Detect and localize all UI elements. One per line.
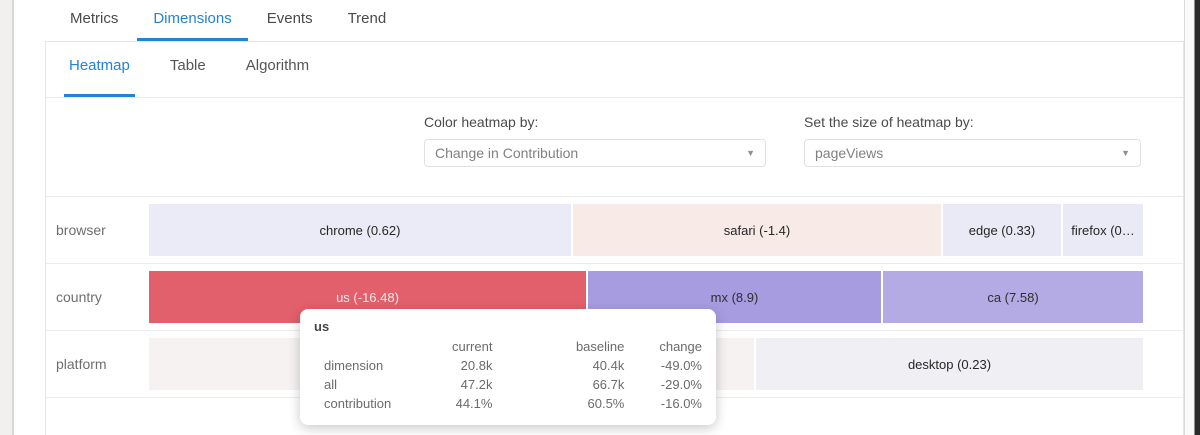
tooltip-cell: 47.2k [460, 377, 493, 392]
tooltip-cell: 44.1% [455, 396, 493, 411]
tooltip-column-header: baseline [575, 339, 625, 354]
tooltip-row: all 47.2k 66.7k -29.0% [314, 375, 702, 394]
tooltip-cell: -16.0% [660, 396, 702, 411]
scrollbar-track[interactable] [1184, 0, 1195, 435]
row-label: browser [56, 222, 106, 238]
tooltip-cell: 60.5% [587, 396, 625, 411]
tooltip-cell: -29.0% [660, 377, 702, 392]
tooltip-table: current baseline change dimension 20.8k 40.4k… [314, 337, 702, 413]
heatmap-cell[interactable]: desktop (0.23) [756, 338, 1143, 390]
color-by-control: Color heatmap by: Change in Contribution… [424, 114, 766, 167]
color-by-label: Color heatmap by: [424, 114, 539, 130]
tooltip-cell: contribution [324, 396, 392, 411]
color-by-value: Change in Contribution [435, 145, 579, 161]
chevron-down-icon: ▼ [1121, 148, 1130, 158]
heatmap-controls: Color heatmap by: Change in Contribution… [46, 98, 1183, 197]
tooltip-title: us [314, 319, 330, 334]
size-by-value: pageViews [815, 145, 884, 161]
chevron-down-icon: ▼ [746, 148, 755, 158]
sub-tab-bar: Heatmap Table Algorithm [46, 42, 1183, 98]
tooltip-column-header [314, 337, 419, 356]
main-tab-bar: Metrics Dimensions Events Trend [45, 0, 405, 41]
tooltip-cell: -49.0% [660, 358, 702, 373]
tab-dimensions[interactable]: Dimensions [137, 0, 248, 41]
subtab-heatmap[interactable]: Heatmap [64, 41, 135, 97]
size-by-select[interactable]: pageViews ▼ [804, 139, 1141, 167]
tooltip-column-header: current [452, 339, 493, 354]
tooltip-row: contribution 44.1% 60.5% -16.0% [314, 394, 702, 413]
heatmap-tooltip: us current baseline change dimension 20.8k 40… [300, 309, 716, 425]
heatmap-row-browser: browser chrome (0.62) safari (-1.4) edge (0… [46, 197, 1183, 264]
window-left-gutter [0, 0, 14, 435]
window-right-edge [1194, 0, 1200, 435]
tooltip-cell: dimension [324, 358, 384, 373]
row-label: country [56, 289, 102, 305]
heatmap-cell[interactable]: chrome (0.62) [149, 204, 571, 256]
tooltip-row: dimension 20.8k 40.4k -49.0% [314, 356, 702, 375]
row-label: platform [56, 356, 107, 372]
tab-events[interactable]: Events [266, 10, 313, 27]
tab-trend[interactable]: Trend [347, 10, 387, 27]
subtab-table[interactable]: Table [169, 57, 206, 74]
color-by-select[interactable]: Change in Contribution ▼ [424, 139, 766, 167]
heatmap-cell[interactable]: edge (0.33) [943, 204, 1061, 256]
tooltip-column-header: change [659, 339, 702, 354]
size-by-label: Set the size of heatmap by: [804, 114, 974, 130]
tab-metrics[interactable]: Metrics [70, 10, 119, 27]
size-by-control: Set the size of heatmap by: pageViews ▼ [804, 114, 1141, 167]
heatmap-cell[interactable]: safari (-1.4) [573, 204, 941, 256]
tooltip-cell: 66.7k [592, 377, 625, 392]
tooltip-cell: 40.4k [592, 358, 625, 373]
row-cells: chrome (0.62) safari (-1.4) edge (0.33) fir… [149, 204, 1143, 256]
tooltip-cell: all [324, 377, 338, 392]
heatmap-cell[interactable]: ca (7.58) [883, 271, 1143, 323]
tooltip-cell: 20.8k [460, 358, 493, 373]
heatmap-cell[interactable]: firefox (0… [1063, 204, 1143, 256]
subtab-algorithm[interactable]: Algorithm [245, 57, 310, 74]
